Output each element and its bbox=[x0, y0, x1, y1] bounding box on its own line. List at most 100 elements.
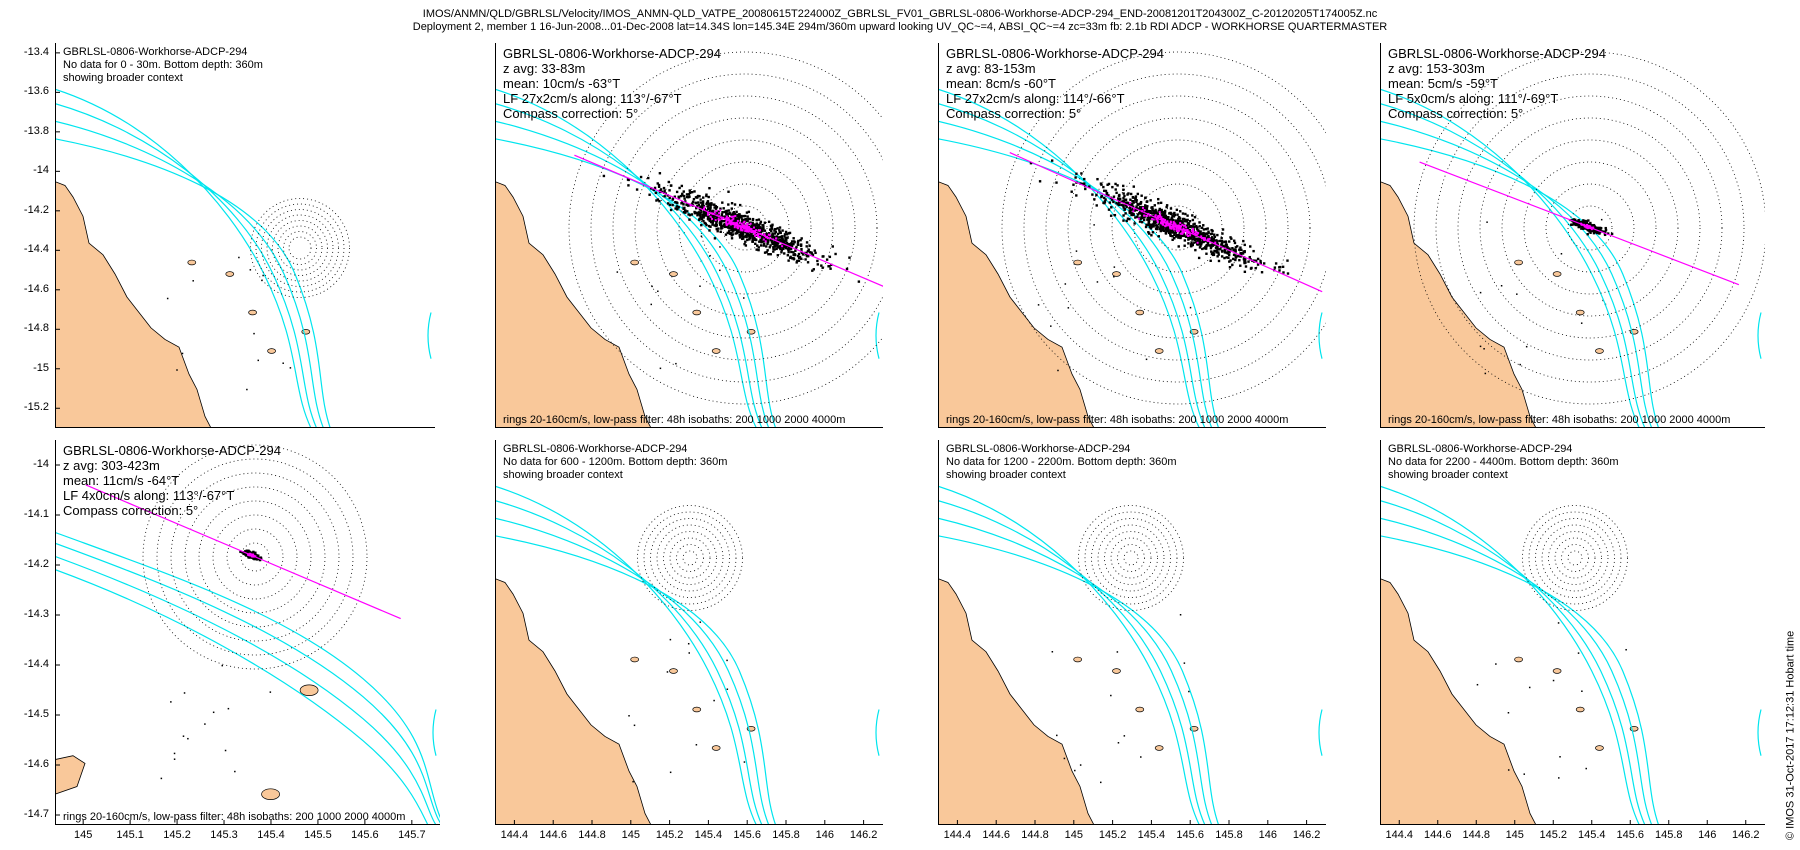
x-tick-label: 145.2 bbox=[1539, 829, 1568, 841]
velocity-point bbox=[1227, 253, 1231, 257]
speed-ring bbox=[568, 51, 883, 405]
panel-5: GBRLSL-0806-Workhorse-ADCP-294 No data fo… bbox=[495, 440, 883, 841]
velocity-point bbox=[1202, 247, 1206, 250]
velocity-point bbox=[666, 202, 670, 205]
land-mass bbox=[1380, 578, 1537, 825]
speed-ring bbox=[612, 95, 878, 361]
x-tick-label: 145 bbox=[1064, 829, 1083, 841]
velocity-point-core bbox=[1132, 207, 1135, 210]
velocity-point bbox=[1586, 233, 1589, 236]
velocity-point bbox=[671, 203, 674, 207]
x-tick-label: 144.8 bbox=[1462, 829, 1491, 841]
velocity-point bbox=[829, 263, 833, 267]
panel-title: GBRLSL-0806-Workhorse-ADCP-294 bbox=[503, 443, 688, 455]
plot-frame: GBRLSL-0806-Workhorse-ADCP-294 z avg: 33-… bbox=[495, 43, 883, 428]
reef-speck bbox=[1479, 291, 1482, 294]
velocity-point-core bbox=[766, 237, 769, 240]
velocity-point bbox=[706, 200, 710, 203]
velocity-point bbox=[848, 256, 851, 259]
velocity-point bbox=[1140, 207, 1143, 211]
velocity-point bbox=[699, 198, 702, 201]
velocity-point bbox=[756, 224, 760, 228]
speed-ring bbox=[1117, 544, 1145, 572]
velocity-point bbox=[1591, 229, 1595, 232]
velocity-point bbox=[1143, 206, 1146, 209]
velocity-point bbox=[1096, 177, 1099, 181]
velocity-point bbox=[1171, 214, 1174, 218]
velocity-point bbox=[1126, 217, 1130, 220]
velocity-point bbox=[770, 229, 773, 233]
velocity-point bbox=[726, 231, 729, 235]
velocity-point-core bbox=[1159, 221, 1162, 224]
velocity-point bbox=[1223, 249, 1227, 252]
velocity-point-core bbox=[1586, 226, 1589, 229]
island bbox=[692, 706, 702, 713]
reef-speck bbox=[1050, 325, 1052, 327]
velocity-point bbox=[1153, 217, 1156, 220]
velocity-point bbox=[769, 244, 772, 247]
velocity-point bbox=[704, 214, 708, 217]
velocity-point bbox=[1182, 225, 1185, 229]
velocity-point-core bbox=[727, 222, 730, 225]
isobath-line bbox=[432, 709, 437, 756]
velocity-point bbox=[771, 234, 774, 237]
velocity-point bbox=[738, 215, 741, 218]
velocity-point bbox=[1201, 235, 1204, 238]
velocity-point bbox=[773, 229, 776, 232]
velocity-point bbox=[1132, 196, 1135, 199]
velocity-point-core bbox=[1162, 223, 1165, 226]
reef-speck bbox=[160, 777, 163, 780]
velocity-point bbox=[722, 219, 726, 223]
velocity-point bbox=[1112, 195, 1116, 198]
velocity-point bbox=[706, 217, 710, 220]
velocity-point bbox=[1212, 251, 1215, 254]
velocity-point bbox=[1169, 233, 1172, 237]
velocity-point-core bbox=[746, 228, 749, 231]
reef-speck bbox=[282, 362, 284, 364]
velocity-point bbox=[1114, 188, 1117, 191]
reef-speck bbox=[1581, 690, 1583, 692]
reef-speck bbox=[1495, 663, 1497, 665]
speed-ring bbox=[1535, 518, 1615, 598]
velocity-point bbox=[1171, 238, 1174, 242]
velocity-point bbox=[708, 229, 711, 232]
velocity-point-core bbox=[1200, 235, 1203, 238]
velocity-point-core bbox=[713, 211, 716, 214]
velocity-point-core bbox=[749, 222, 752, 225]
speed-ring bbox=[1435, 73, 1745, 383]
reef-speck bbox=[1483, 348, 1485, 350]
velocity-point-core bbox=[1169, 225, 1172, 228]
reef-speck bbox=[687, 642, 690, 645]
velocity-point-core bbox=[1170, 227, 1173, 230]
velocity-point bbox=[1215, 241, 1219, 244]
reef-speck bbox=[1113, 266, 1116, 268]
panel-annotation: Compass correction: 5° bbox=[946, 106, 1082, 121]
isobath-line bbox=[495, 103, 763, 428]
panel-annotation: No data for 0 - 30m. Bottom depth: 360m bbox=[63, 59, 263, 71]
speed-ring bbox=[288, 236, 312, 260]
velocity-point bbox=[1190, 231, 1194, 234]
velocity-point bbox=[1143, 216, 1146, 219]
velocity-point bbox=[1207, 236, 1210, 239]
isobath-line bbox=[495, 485, 758, 825]
velocity-point bbox=[757, 246, 760, 249]
velocity-point bbox=[724, 225, 727, 228]
velocity-point bbox=[1209, 246, 1213, 250]
reef-speck bbox=[1063, 757, 1066, 760]
speed-ring bbox=[1110, 537, 1152, 579]
reef-speck bbox=[657, 290, 659, 293]
axis-lines bbox=[495, 440, 883, 825]
velocity-point bbox=[693, 210, 696, 214]
velocity-point-core bbox=[1143, 214, 1146, 217]
velocity-point bbox=[681, 194, 684, 197]
velocity-point bbox=[1604, 230, 1607, 233]
reef-speck bbox=[212, 711, 215, 714]
velocity-point bbox=[1144, 212, 1148, 216]
axis-lines bbox=[1380, 440, 1765, 825]
speed-ring bbox=[142, 444, 368, 670]
velocity-point bbox=[1598, 231, 1601, 234]
velocity-point bbox=[1200, 226, 1204, 230]
panel-1: GBRLSL-0806-Workhorse-ADCP-294 z avg: 33-… bbox=[495, 43, 883, 428]
reef-speck bbox=[1560, 253, 1563, 255]
velocity-point bbox=[705, 223, 708, 227]
